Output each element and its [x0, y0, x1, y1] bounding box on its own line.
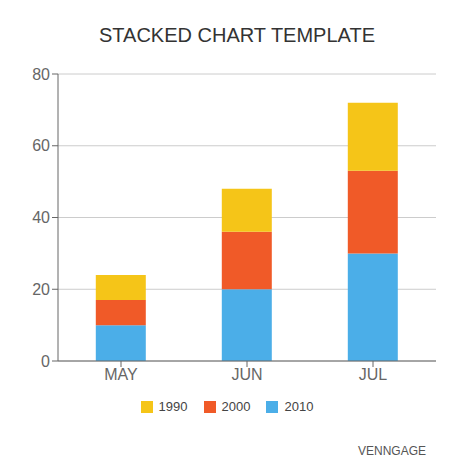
- svg-text:80: 80: [32, 66, 50, 83]
- svg-text:JUN: JUN: [231, 366, 262, 383]
- html-text:1990: 1990: [158, 399, 188, 414]
- html-text:2010: 2010: [284, 399, 314, 414]
- svg-text:20: 20: [32, 281, 50, 298]
- html-text:VENNGAGE: VENNGAGE: [358, 444, 426, 458]
- svg-text:60: 60: [32, 137, 50, 154]
- svg-text:0: 0: [41, 353, 50, 370]
- svg-text:40: 40: [32, 209, 50, 226]
- svg-text:JUL: JUL: [359, 366, 388, 383]
- html-text:STACKED CHART TEMPLATE: STACKED CHART TEMPLATE: [99, 24, 375, 46]
- svg-text:MAY: MAY: [104, 366, 138, 383]
- html-text:2000: 2000: [221, 399, 251, 414]
